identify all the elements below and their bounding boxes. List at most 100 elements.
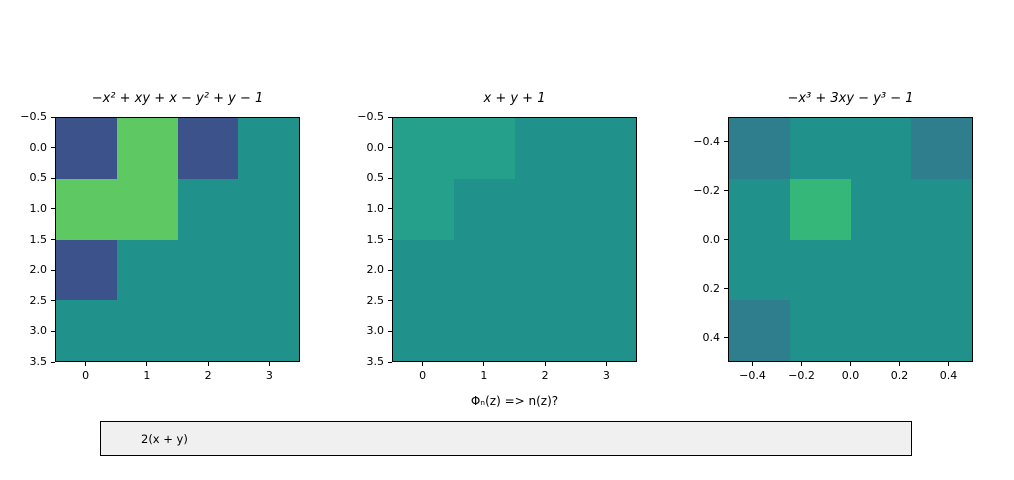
heatmap-cell [575, 178, 636, 240]
y-tick-mark [724, 288, 728, 289]
y-tick-mark [724, 239, 728, 240]
y-tick-label: 2.0 [366, 263, 385, 277]
x-tick-label: 0.4 [939, 369, 958, 382]
expression-textbox[interactable]: 2(x + y) [100, 421, 912, 456]
y-tick-label: 3.5 [29, 355, 48, 368]
x-tick-label: −0.4 [739, 369, 766, 382]
y-tick-label: 0.5 [366, 171, 385, 185]
x-tick-mark [850, 362, 851, 366]
heatmap-cell [56, 239, 117, 301]
x-tick-label: 1 [480, 369, 488, 382]
y-tick-mark [388, 177, 392, 179]
expression-textbox-value: 2(x + y) [141, 431, 188, 446]
x-tick-mark [752, 362, 753, 366]
y-tick-mark [388, 300, 392, 302]
heatmap-cell [453, 239, 515, 301]
y-tick-label: 0.0 [29, 140, 48, 154]
y-tick-mark [388, 269, 392, 271]
x-tick-mark [801, 362, 802, 366]
y-tick-label: −0.2 [693, 183, 720, 197]
y-tick-mark [388, 239, 392, 240]
heatmap-cell [238, 118, 299, 179]
heatmap-cell [56, 178, 117, 240]
heatmap-cell [789, 118, 851, 179]
y-tick-label: 3.0 [29, 324, 48, 338]
heatmap-left [55, 117, 300, 362]
x-tick-label: 0 [419, 369, 427, 382]
x-tick-mark [483, 362, 485, 366]
x-tick-mark [544, 362, 546, 366]
x-tick-mark [268, 362, 270, 366]
x-tick-mark [899, 362, 900, 366]
y-tick-label: −0.5 [357, 110, 384, 123]
heatmap-cell [177, 239, 239, 301]
y-tick-label: 1.0 [29, 201, 48, 215]
x-tick-label: 2 [541, 369, 549, 382]
heatmap-cell [911, 178, 972, 240]
xlabel-middle: Φₙ(z) => n(z)? [470, 394, 559, 408]
heatmap-cell [514, 178, 576, 240]
x-tick-label: 3 [265, 369, 273, 382]
y-tick-mark [51, 208, 55, 210]
heatmap-cell [850, 178, 912, 240]
heatmap-cell [789, 178, 851, 240]
heatmap-cell [116, 118, 178, 179]
y-tick-label: 2.5 [366, 293, 385, 307]
y-tick-mark [388, 330, 392, 332]
heatmap-cell [514, 300, 576, 361]
heatmap-cell [453, 178, 515, 240]
y-tick-mark [51, 330, 55, 332]
y-tick-label: 1.5 [366, 232, 385, 246]
x-tick-label: 2 [204, 369, 212, 382]
x-tick-label: 0.2 [890, 369, 909, 382]
y-tick-mark [51, 269, 55, 271]
plot-title-middle: x + y + 1 [483, 91, 546, 106]
x-tick-label: 3 [602, 369, 610, 382]
x-tick-mark [85, 362, 87, 366]
x-tick-label: 0 [82, 369, 90, 382]
heatmap-cell [116, 300, 178, 361]
heatmap-cell [116, 239, 178, 301]
heatmap-cell [238, 239, 299, 301]
heatmap-cell [729, 300, 790, 361]
y-tick-mark [724, 141, 728, 142]
heatmap-cell [911, 118, 972, 179]
x-tick-mark [422, 362, 424, 366]
y-tick-label: 0.2 [702, 281, 721, 295]
y-tick-label: 0.4 [702, 330, 721, 344]
y-tick-mark [388, 116, 392, 118]
heatmap-cell [850, 239, 912, 301]
heatmap-cell [514, 239, 576, 301]
y-tick-label: 2.5 [29, 293, 48, 307]
heatmap-cell [116, 178, 178, 240]
y-tick-label: 2.0 [29, 263, 48, 277]
y-tick-label: 3.0 [366, 324, 385, 338]
y-tick-mark [51, 239, 55, 240]
heatmap-cell [56, 118, 117, 179]
y-tick-label: 1.0 [366, 201, 385, 215]
heatmap-cell [575, 300, 636, 361]
x-tick-mark [948, 362, 949, 366]
x-tick-mark [605, 362, 607, 366]
y-tick-mark [51, 361, 55, 363]
y-tick-label: 0.0 [366, 140, 385, 154]
heatmap-cell [453, 118, 515, 179]
x-tick-mark [146, 362, 148, 366]
heatmap-cell [56, 300, 117, 361]
y-tick-mark [388, 361, 392, 363]
heatmap-middle [392, 117, 637, 362]
heatmap-cell [393, 118, 454, 179]
heatmap-cell [575, 118, 636, 179]
heatmap-cell [729, 118, 790, 179]
heatmap-cell [238, 178, 299, 240]
x-tick-label: 0.0 [841, 369, 860, 382]
heatmap-cell [850, 118, 912, 179]
heatmap-cell [514, 118, 576, 179]
y-tick-label: 0.5 [29, 171, 48, 185]
heatmap-cell [238, 300, 299, 361]
heatmap-cell [729, 239, 790, 301]
plot-title-right: −x³ + 3xy − y³ − 1 [787, 91, 914, 106]
y-tick-label: 3.5 [366, 355, 385, 368]
heatmap-cell [393, 239, 454, 301]
